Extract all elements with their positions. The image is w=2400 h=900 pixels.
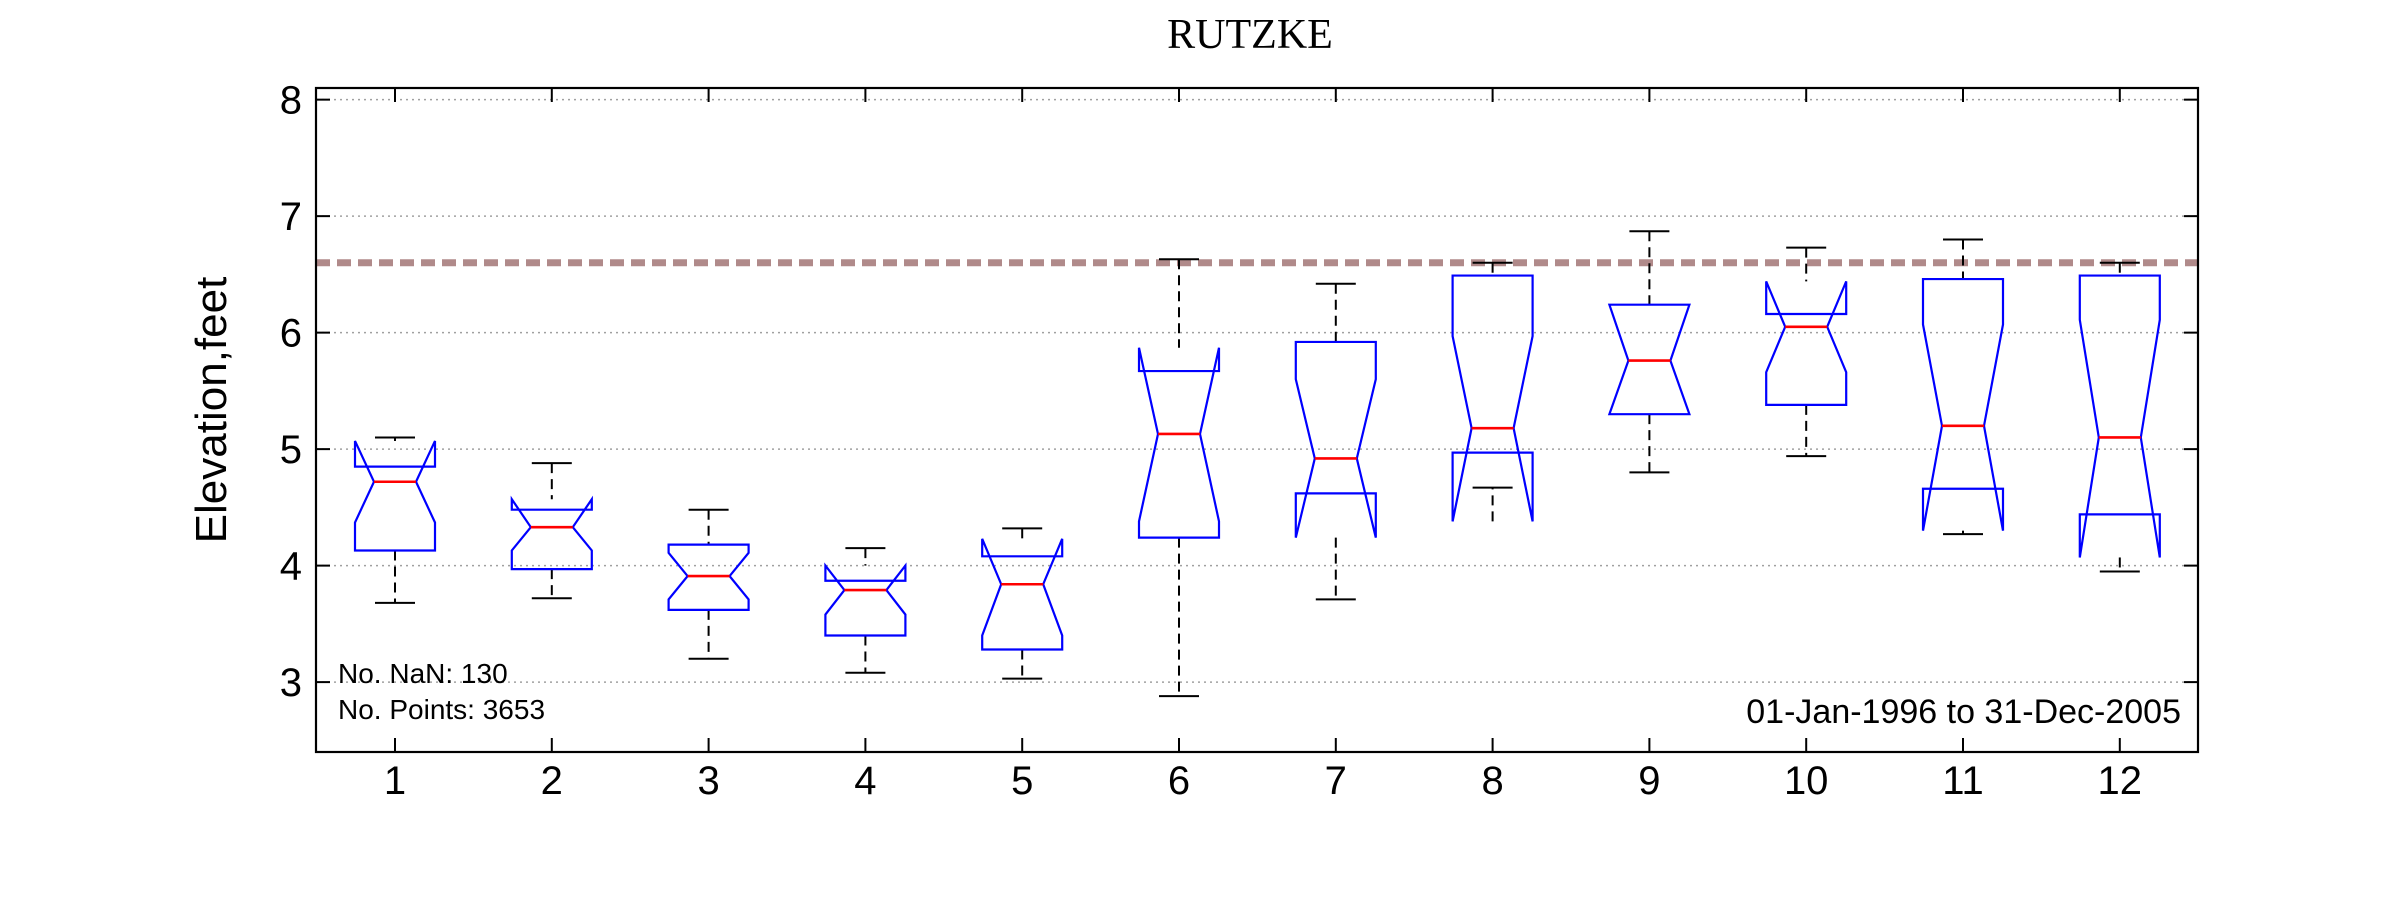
chart-title: RUTZKE bbox=[1167, 12, 1333, 58]
plot-frame bbox=[314, 86, 2200, 754]
box-month-4 bbox=[824, 547, 907, 674]
y-tick-label-7: 7 bbox=[280, 195, 302, 239]
x-tick-label-3: 3 bbox=[697, 759, 719, 803]
grid-lines bbox=[316, 98, 2198, 683]
x-tick-label-8: 8 bbox=[1481, 759, 1503, 803]
x-tick-label-4: 4 bbox=[854, 759, 876, 803]
notched-box bbox=[667, 543, 750, 611]
box-month-8 bbox=[1451, 261, 1534, 522]
y-tick-label-3: 3 bbox=[280, 661, 302, 705]
box-month-9 bbox=[1607, 230, 1691, 474]
date-range-note: 01-Jan-1996 to 31-Dec-2005 bbox=[1746, 693, 2181, 731]
box-month-6 bbox=[1137, 258, 1221, 698]
x-tick-label-9: 9 bbox=[1638, 759, 1660, 803]
x-tick-label-10: 10 bbox=[1784, 759, 1829, 803]
box-month-2 bbox=[510, 462, 593, 600]
notched-box bbox=[353, 440, 437, 552]
notched-box bbox=[981, 538, 1064, 651]
box-month-11 bbox=[1921, 238, 2005, 536]
box-layer bbox=[353, 230, 2161, 698]
y-tick-label-8: 8 bbox=[280, 79, 302, 123]
x-tick-label-1: 1 bbox=[384, 759, 406, 803]
y-axis-label: Elevation,feet bbox=[187, 277, 236, 544]
x-tick-label-5: 5 bbox=[1011, 759, 1033, 803]
y-tick-label-6: 6 bbox=[280, 312, 302, 356]
box-month-12 bbox=[2078, 261, 2161, 573]
x-tick-label-7: 7 bbox=[1325, 759, 1347, 803]
nan-count-note: No. NaN: 130 bbox=[338, 658, 508, 689]
notched-box bbox=[1137, 347, 1221, 539]
notched-box bbox=[824, 562, 907, 637]
notched-box bbox=[1451, 274, 1534, 522]
notched-box bbox=[1921, 277, 2005, 531]
notched-box bbox=[2078, 274, 2161, 558]
y-tick-label-4: 4 bbox=[280, 545, 302, 589]
box-month-5 bbox=[981, 527, 1064, 680]
notched-box bbox=[510, 495, 593, 571]
x-tick-label-6: 6 bbox=[1168, 759, 1190, 803]
notched-box bbox=[1294, 340, 1377, 538]
points-count-note: No. Points: 3653 bbox=[338, 694, 545, 725]
y-tick-label-5: 5 bbox=[280, 428, 302, 472]
x-tick-label-12: 12 bbox=[2098, 759, 2143, 803]
x-tick-label-11: 11 bbox=[1942, 759, 1984, 803]
box-month-1 bbox=[353, 436, 437, 604]
notched-box bbox=[1765, 280, 1848, 406]
box-month-3 bbox=[667, 508, 750, 660]
box-month-7 bbox=[1294, 282, 1377, 601]
x-tick-label-2: 2 bbox=[541, 759, 563, 803]
box-month-10 bbox=[1765, 246, 1848, 458]
